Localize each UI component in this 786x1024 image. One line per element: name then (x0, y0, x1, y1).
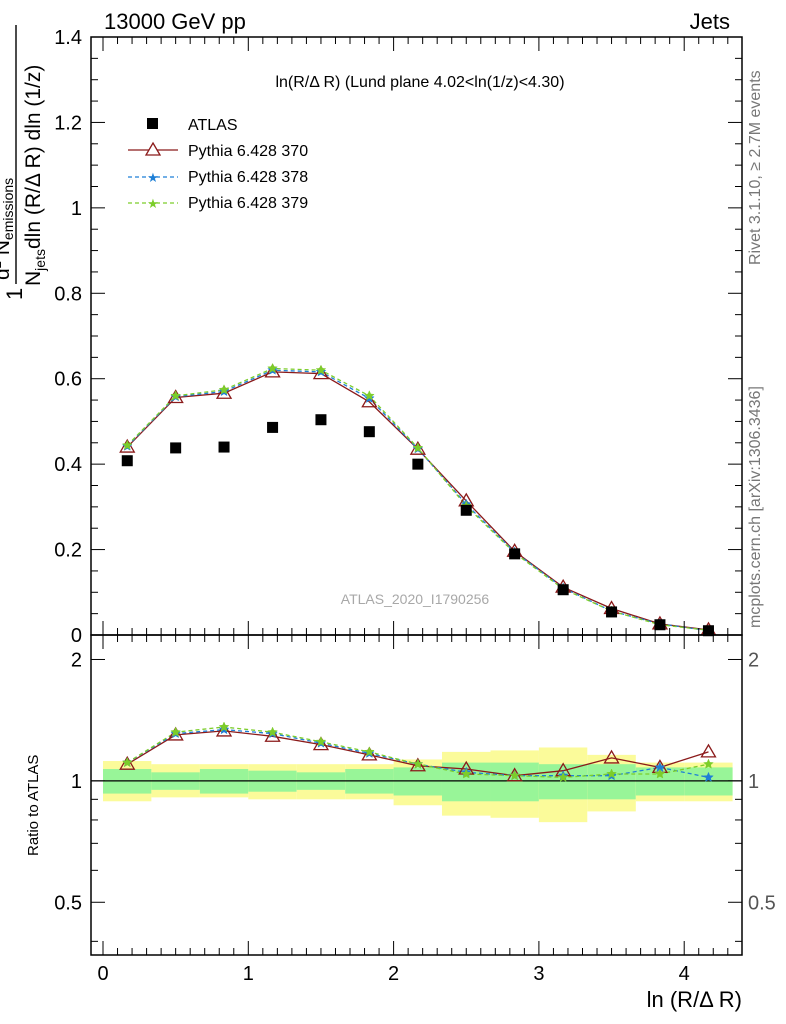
main-point-p379 (267, 362, 278, 374)
main-point-p379 (315, 364, 327, 375)
ratio-point-p370 (215, 722, 233, 737)
ylabel-numerator: d2 Nemissions (0, 178, 16, 280)
mcplots-label: mcplots.cern.ch [arXiv:1306.3436] (747, 386, 764, 628)
ratio-y-axis-label: Ratio to ATLAS (25, 755, 42, 856)
x-tick-label: 2 (388, 963, 399, 985)
main-point-p370 (361, 393, 378, 408)
legend-label-atlas: ATLAS (188, 117, 238, 134)
main-y-tick-label: 0.4 (54, 454, 82, 476)
main-point-atlas (606, 606, 618, 618)
main-y-tick-label: 1.4 (54, 27, 82, 49)
main-point-atlas (412, 458, 424, 470)
main-point-p379 (121, 439, 133, 450)
ratio-point-p379 (509, 770, 521, 781)
main-point-p370 (215, 384, 233, 399)
main-y-tick-label: 0 (71, 625, 82, 647)
main-point-atlas (218, 441, 230, 453)
ratio-y-tick-label: 1 (71, 771, 82, 793)
main-point-p379 (218, 384, 230, 395)
main-point-atlas (363, 426, 375, 438)
ratio-point-p370 (119, 755, 136, 770)
main-y-axis-label: 1 d2 Nemissions Njetsdln (R/Δ R) dln (1/… (0, 25, 48, 300)
main-y-tick-label: 1 (71, 198, 82, 220)
ylabel-denominator: Njetsdln (R/Δ R) dln (1/z) (22, 65, 48, 286)
main-y-tick-label: 0.8 (54, 283, 82, 305)
ratio-point-p379 (363, 746, 375, 757)
ratio-y-tick-label-right: 2 (748, 649, 759, 671)
main-point-atlas (460, 504, 472, 516)
x-tick-label: 4 (679, 963, 690, 985)
legend-marker-p378: ★ (147, 171, 159, 186)
ratio-point-p379 (267, 726, 278, 737)
ratio-point-p379 (218, 721, 230, 732)
main-point-atlas (315, 414, 327, 426)
ratio-point-p370 (700, 743, 717, 758)
ratio-y-tick-label: 2 (71, 649, 82, 671)
legend-label-p370: Pythia 6.428 370 (188, 143, 308, 160)
ratio-point-p379 (170, 726, 182, 737)
ratio-point-p379 (315, 736, 327, 747)
legend-marker-p379: ★ (147, 197, 159, 212)
legend-label-p378: Pythia 6.428 378 (188, 169, 308, 186)
ratio-point-p379 (606, 768, 617, 779)
x-axis-label: ln (R/Δ R) (647, 987, 742, 1012)
ratio-point-p379 (121, 756, 133, 768)
main-point-atlas (509, 548, 521, 560)
ratio-point-p379 (557, 771, 569, 782)
main-point-p379 (363, 390, 375, 401)
x-tick-label: 1 (243, 963, 254, 985)
main-point-p370 (312, 365, 330, 380)
ratio-frame (90, 634, 743, 956)
header-left: 13000 GeV pp (104, 9, 246, 34)
legend: ATLAS Pythia 6.428 370 ★ Pythia 6.428 37… (128, 117, 308, 212)
tick-labels: 0 1 2 3 4 0 0.2 0.4 0.6 0.8 1 1.2 1.4 0.5 0.5 1 1 2 2 (54, 27, 776, 985)
main-point-p379 (412, 442, 424, 453)
ratio-point-p379 (703, 758, 714, 769)
ratio-uncertainty-bands (91, 747, 742, 823)
main-y-tick-label: 0.6 (54, 369, 82, 391)
main-point-p370 (264, 363, 281, 378)
ratio-point-p370 (167, 726, 184, 741)
ratio-series-markers (119, 721, 717, 782)
ratio-point-p370 (409, 757, 426, 772)
legend-marker-atlas (147, 118, 158, 129)
main-point-atlas (267, 421, 279, 433)
ratio-point-p370 (312, 736, 330, 751)
plot-title: ln(R/Δ R) (Lund plane 4.02<ln(1/z)<4.30) (275, 74, 564, 91)
main-point-atlas (557, 584, 569, 596)
main-point-atlas (702, 625, 714, 637)
analysis-watermark: ATLAS_2020_I1790256 (341, 591, 490, 607)
legend-label-p379: Pythia 6.428 379 (188, 195, 308, 212)
main-series-markers (119, 362, 717, 637)
ylabel-one: 1 (2, 288, 27, 300)
ratio-point-p379 (460, 768, 472, 779)
axes (90, 36, 743, 956)
main-point-p370 (167, 389, 184, 404)
ratio-point-p370 (603, 749, 620, 764)
ratio-y-tick-label-right: 0.5 (748, 892, 776, 914)
x-tick-label: 3 (533, 963, 544, 985)
ratio-y-tick-label-right: 1 (748, 771, 759, 793)
main-point-p379 (170, 390, 182, 401)
header-right: Jets (690, 9, 730, 34)
ratio-point-p378 (703, 771, 714, 782)
ratio-band-inner (538, 764, 588, 800)
ratio-point-p370 (264, 727, 281, 742)
main-point-atlas (121, 455, 133, 467)
ratio-point-p370 (361, 746, 378, 761)
main-y-tick-label: 1.2 (54, 112, 82, 134)
ratio-point-p379 (412, 758, 424, 769)
legend-marker-p370 (144, 141, 162, 156)
main-point-atlas (654, 619, 666, 631)
main-y-tick-label: 0.2 (54, 540, 82, 562)
rivet-version-label: Rivet 3.1.10, ≥ 2.7M events (747, 70, 764, 265)
main-point-atlas (170, 442, 182, 454)
ratio-point-p379 (654, 768, 666, 779)
ratio-y-tick-label: 0.5 (54, 892, 82, 914)
x-tick-label: 0 (97, 963, 108, 985)
